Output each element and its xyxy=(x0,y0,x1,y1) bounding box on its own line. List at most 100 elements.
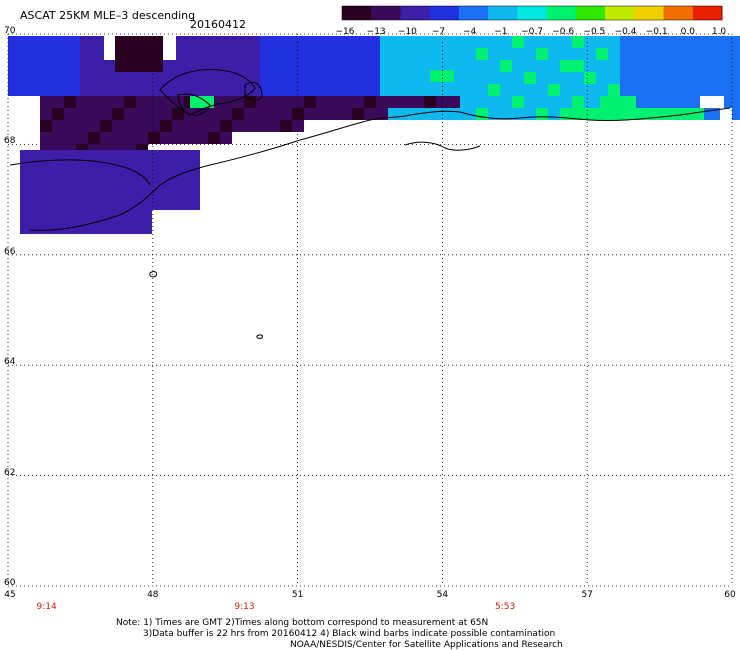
longitude-label: 54 xyxy=(436,590,449,600)
data-cell xyxy=(392,72,404,84)
latitude-label: 64 xyxy=(4,357,16,368)
data-cell xyxy=(164,150,176,162)
data-cell xyxy=(20,96,32,108)
data-cell xyxy=(136,96,148,108)
data-cell xyxy=(32,222,44,234)
data-cell xyxy=(340,96,352,108)
data-cell xyxy=(40,132,52,144)
data-cell xyxy=(428,60,440,72)
data-cell xyxy=(44,210,56,222)
data-cell xyxy=(244,120,256,132)
data-cell xyxy=(88,108,100,120)
data-cell xyxy=(236,36,248,48)
data-cell xyxy=(668,48,680,60)
data-cell xyxy=(124,132,136,144)
data-cell xyxy=(139,48,151,60)
data-cell xyxy=(656,36,668,48)
longitude-label: 51 xyxy=(291,590,304,600)
data-cell xyxy=(80,48,92,60)
data-cell xyxy=(668,84,680,96)
data-cell xyxy=(404,108,416,120)
data-cell xyxy=(524,72,536,84)
data-cell xyxy=(116,84,128,96)
data-cell xyxy=(716,60,728,72)
data-cell xyxy=(430,70,442,82)
data-cell xyxy=(284,60,296,72)
data-cell xyxy=(440,48,452,60)
data-cell xyxy=(380,36,392,48)
data-cell xyxy=(196,132,208,144)
data-cell xyxy=(380,84,392,96)
map-date: 20160412 xyxy=(190,18,246,31)
data-cell xyxy=(596,84,608,96)
data-cell xyxy=(220,120,232,132)
data-cell xyxy=(8,36,20,48)
data-cell xyxy=(32,150,44,162)
data-cell xyxy=(704,36,716,48)
data-cell xyxy=(440,84,452,96)
data-cell xyxy=(116,210,128,222)
data-cell xyxy=(164,60,176,72)
data-cell xyxy=(248,72,260,84)
data-cell xyxy=(320,72,332,84)
data-cell xyxy=(139,36,151,48)
data-cell xyxy=(704,72,716,84)
data-cell xyxy=(32,60,44,72)
data-cell xyxy=(92,60,104,72)
data-cell xyxy=(442,70,454,82)
data-cell xyxy=(176,72,188,84)
data-cell xyxy=(176,150,188,162)
data-cell xyxy=(164,186,176,198)
data-cell xyxy=(644,60,656,72)
data-cell xyxy=(268,108,280,120)
data-cell xyxy=(56,48,68,60)
data-cell xyxy=(152,84,164,96)
data-cell xyxy=(32,36,44,48)
data-cell xyxy=(344,36,356,48)
data-cell xyxy=(268,96,280,108)
data-cell xyxy=(56,150,68,162)
data-cell xyxy=(152,72,164,84)
data-cell xyxy=(536,84,548,96)
longitude-label: 60 xyxy=(724,590,736,600)
data-cell xyxy=(104,84,116,96)
data-cell xyxy=(260,72,272,84)
data-cell xyxy=(536,108,548,120)
data-cell xyxy=(116,162,128,174)
data-cell xyxy=(400,96,412,108)
data-cell xyxy=(44,150,56,162)
data-cell xyxy=(464,36,476,48)
data-cell xyxy=(112,120,124,132)
data-cell xyxy=(140,222,152,234)
data-cell xyxy=(188,60,200,72)
coastline-island-1 xyxy=(149,271,157,278)
data-cell xyxy=(188,150,200,162)
data-cell xyxy=(608,48,620,60)
data-cell xyxy=(488,48,500,60)
data-cell xyxy=(584,72,596,84)
data-cell xyxy=(44,36,56,48)
data-cell xyxy=(68,36,80,48)
data-cell xyxy=(260,48,272,60)
data-cell xyxy=(152,198,164,210)
data-cell xyxy=(368,48,380,60)
colorbar-swatch xyxy=(342,6,372,20)
data-cell xyxy=(20,150,32,162)
data-cell xyxy=(608,72,620,84)
data-cell xyxy=(668,36,680,48)
data-cell xyxy=(176,162,188,174)
data-cell xyxy=(368,36,380,48)
data-cell xyxy=(308,48,320,60)
data-cell xyxy=(164,84,176,96)
data-cell xyxy=(416,36,428,48)
data-cell xyxy=(80,60,92,72)
data-cell xyxy=(100,120,112,132)
colorbar-label: 1.0 xyxy=(711,27,727,37)
data-cell xyxy=(164,162,176,174)
data-cell xyxy=(656,48,668,60)
data-cell xyxy=(388,96,400,108)
data-cell xyxy=(620,108,632,120)
data-cell xyxy=(668,60,680,72)
data-cell xyxy=(92,174,104,186)
colorbar-label: 0.0 xyxy=(680,27,695,37)
